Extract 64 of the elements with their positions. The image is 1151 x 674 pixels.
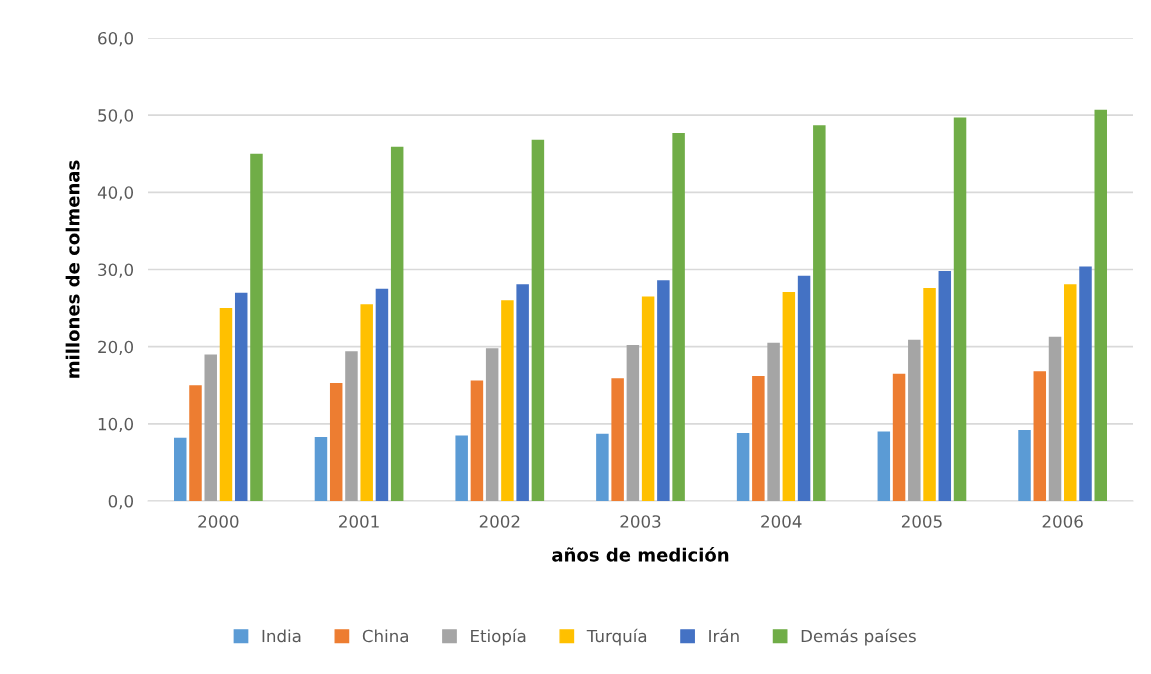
bar: [611, 378, 624, 501]
bar: [892, 373, 906, 501]
x-tick-label: 2000: [198, 515, 239, 528]
bar: [219, 308, 233, 501]
bar: [204, 354, 217, 501]
bar: [626, 345, 640, 501]
bar: [485, 348, 499, 501]
bar: [531, 139, 545, 501]
bar: [189, 385, 202, 501]
bar: [234, 292, 248, 501]
bar: [877, 431, 891, 501]
bar: [736, 433, 750, 501]
y-tick-label: 60,0: [98, 31, 133, 47]
bar: [813, 125, 826, 501]
legend-label: China: [362, 629, 408, 643]
bar: [390, 146, 404, 501]
y-axis-title: millones de colmenas: [65, 160, 80, 378]
bar: [641, 296, 655, 501]
bar: [360, 304, 373, 501]
bar: [657, 280, 670, 501]
bar: [501, 300, 514, 501]
bar: [470, 380, 484, 501]
x-tick-label: 2004: [761, 515, 802, 528]
bar: [1079, 266, 1092, 501]
bar: [455, 435, 468, 501]
bar: [1018, 430, 1031, 501]
bar: [938, 271, 952, 501]
bar: [672, 132, 685, 501]
bar: [782, 291, 796, 501]
legend-label: Turquía: [586, 628, 647, 646]
x-axis-title: años de medición: [552, 546, 729, 562]
bar: [1033, 371, 1047, 501]
bar: [375, 288, 389, 501]
y-tick-label: 0,0: [108, 494, 134, 510]
bar: [953, 117, 967, 501]
bar: [1048, 336, 1062, 501]
legend-label: Etiopía: [471, 628, 526, 646]
y-tick-label: 50,0: [98, 109, 133, 124]
y-tick-label: 40,0: [97, 186, 133, 201]
bar: [345, 351, 358, 501]
y-tick-label: 20,0: [98, 340, 133, 355]
bar: [797, 275, 811, 501]
bar: [250, 153, 263, 501]
bar: [174, 437, 187, 501]
bar: [329, 382, 343, 501]
x-tick-label: 2001: [339, 515, 379, 528]
legend-label: India: [262, 629, 301, 643]
bar: [314, 436, 328, 501]
bar: [1064, 284, 1077, 501]
bar: [923, 288, 936, 501]
bar: [908, 339, 921, 501]
x-tick-label: 2003: [620, 515, 661, 528]
bar: [752, 375, 765, 501]
legend-label: Irán: [709, 628, 739, 643]
x-tick-label: 2006: [1042, 515, 1083, 528]
bar: [767, 342, 780, 501]
y-tick-label: 10,0: [98, 417, 133, 433]
x-tick-label: 2002: [479, 515, 520, 528]
bar: [1094, 109, 1107, 501]
bar: [596, 433, 609, 501]
y-tick-label: 30,0: [98, 263, 133, 278]
bar: [516, 284, 529, 501]
legend-label: Demás países: [801, 628, 916, 646]
x-tick-label: 2005: [901, 515, 942, 528]
